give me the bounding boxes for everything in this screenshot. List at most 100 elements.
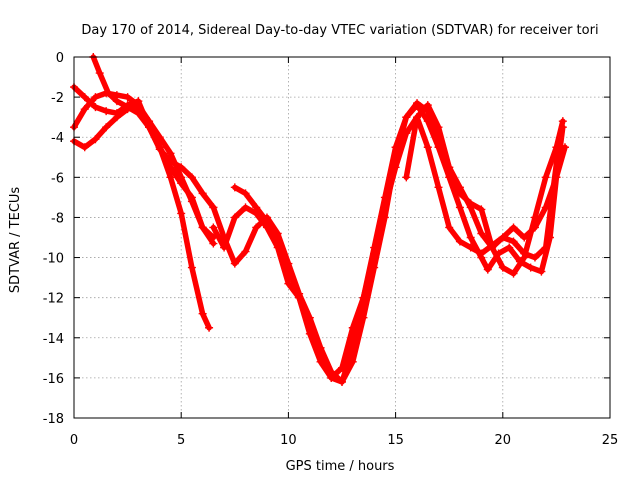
data-point-marker (338, 377, 346, 386)
data-point-marker (391, 143, 400, 152)
x-tick-label: 10 (280, 433, 297, 448)
y-tick-label: -12 (43, 292, 64, 307)
series-line (210, 102, 566, 385)
data-point-marker (230, 213, 239, 222)
data-point-marker (145, 123, 154, 132)
data-point-marker (273, 237, 282, 246)
y-tick-label: -2 (51, 91, 64, 106)
data-point-marker (434, 183, 443, 192)
y-tick-label: -18 (43, 412, 64, 427)
data-point-marker (198, 189, 207, 198)
x-axis-label: GPS time / hours (286, 459, 395, 474)
data-point-marker (220, 243, 229, 252)
y-tick-label: -16 (43, 372, 64, 387)
data-point-marker (295, 293, 304, 302)
data-point-marker (455, 203, 464, 212)
data-point-marker (477, 229, 486, 238)
data-point-marker (155, 145, 164, 154)
data-point-marker (498, 263, 507, 272)
data-point-marker (241, 247, 250, 256)
data-point-marker (423, 101, 432, 110)
x-tick-label: 5 (177, 433, 185, 448)
data-point-marker (520, 253, 529, 262)
data-point-marker (177, 173, 186, 182)
data-point-marker (305, 329, 314, 338)
data-point-marker (530, 253, 539, 262)
data-point-marker (166, 173, 175, 182)
data-point-marker (509, 269, 518, 278)
y-tick-label: -6 (51, 171, 64, 186)
data-point-marker (230, 183, 239, 192)
x-tick-label: 25 (602, 433, 619, 448)
data-point-marker (477, 205, 486, 214)
y-tick-label: -10 (43, 252, 64, 267)
grid-lines (74, 57, 610, 418)
data-point-marker (402, 113, 411, 122)
axis-ticks: 0 5 10 15 20 25 0 -2 -4 -6 -8 -10 -12 -14 -16 -18 (43, 51, 619, 448)
data-point-marker (445, 223, 454, 232)
data-point-marker (205, 323, 214, 332)
data-point-marker (466, 243, 475, 252)
data-point-marker (466, 233, 475, 242)
data-point-marker (123, 101, 132, 110)
data-point-marker (209, 223, 218, 232)
data-point-marker (380, 193, 389, 202)
data-point-marker (198, 223, 207, 232)
data-point-marker (537, 267, 546, 276)
data-point-marker (104, 89, 113, 98)
data-point-marker (252, 203, 261, 212)
data-point-marker (413, 99, 422, 108)
data-point-marker (102, 123, 111, 132)
data-point-marker (102, 107, 111, 116)
data-point-marker (166, 149, 175, 158)
data-point-marker (498, 233, 507, 242)
data-point-marker (187, 197, 196, 206)
data-point-marker (541, 243, 550, 252)
data-point-marker (455, 237, 464, 246)
y-tick-label: -8 (51, 211, 64, 226)
data-point-marker (370, 243, 379, 252)
data-point-marker (402, 173, 411, 182)
y-axis-label: SDTVAR / TECUs (8, 187, 23, 294)
data-point-marker (187, 173, 196, 182)
data-point-marker (505, 243, 514, 252)
series-track-h (402, 101, 567, 278)
plot-frame (73, 56, 611, 419)
data-point-marker (423, 143, 432, 152)
data-point-marker (80, 93, 89, 102)
data-point-marker (80, 143, 89, 152)
data-point-marker (477, 249, 486, 258)
x-tick-label: 20 (495, 433, 512, 448)
data-point-marker (530, 213, 539, 222)
data-point-marker (413, 113, 422, 122)
series-line (232, 100, 568, 385)
data-point-marker (434, 123, 443, 132)
y-tick-label: 0 (56, 51, 64, 66)
data-point-marker (91, 103, 100, 112)
data-point-marker (284, 279, 293, 288)
data-point-marker (177, 163, 186, 172)
data-point-marker (91, 93, 100, 102)
data-point-marker (112, 97, 121, 106)
x-tick-label: 0 (70, 433, 78, 448)
data-point-marker (209, 203, 218, 212)
x-tick-label: 15 (387, 433, 404, 448)
data-point-marker (445, 163, 454, 172)
series-line (71, 90, 212, 331)
data-point-marker (359, 293, 368, 302)
data-point-marker (134, 97, 143, 106)
data-point-marker (166, 157, 175, 166)
data-point-marker (541, 203, 550, 212)
data-point-marker (262, 217, 271, 226)
data-point-marker (241, 189, 250, 198)
data-point-marker (198, 309, 207, 318)
series-line (403, 102, 566, 277)
y-tick-label: -4 (51, 131, 64, 146)
data-point-marker (560, 143, 569, 152)
data-point-marker (284, 263, 293, 272)
data-point-marker (466, 199, 475, 208)
data-point-marker (402, 129, 411, 138)
data-point-marker (552, 143, 561, 152)
data-point-marker (123, 93, 132, 102)
